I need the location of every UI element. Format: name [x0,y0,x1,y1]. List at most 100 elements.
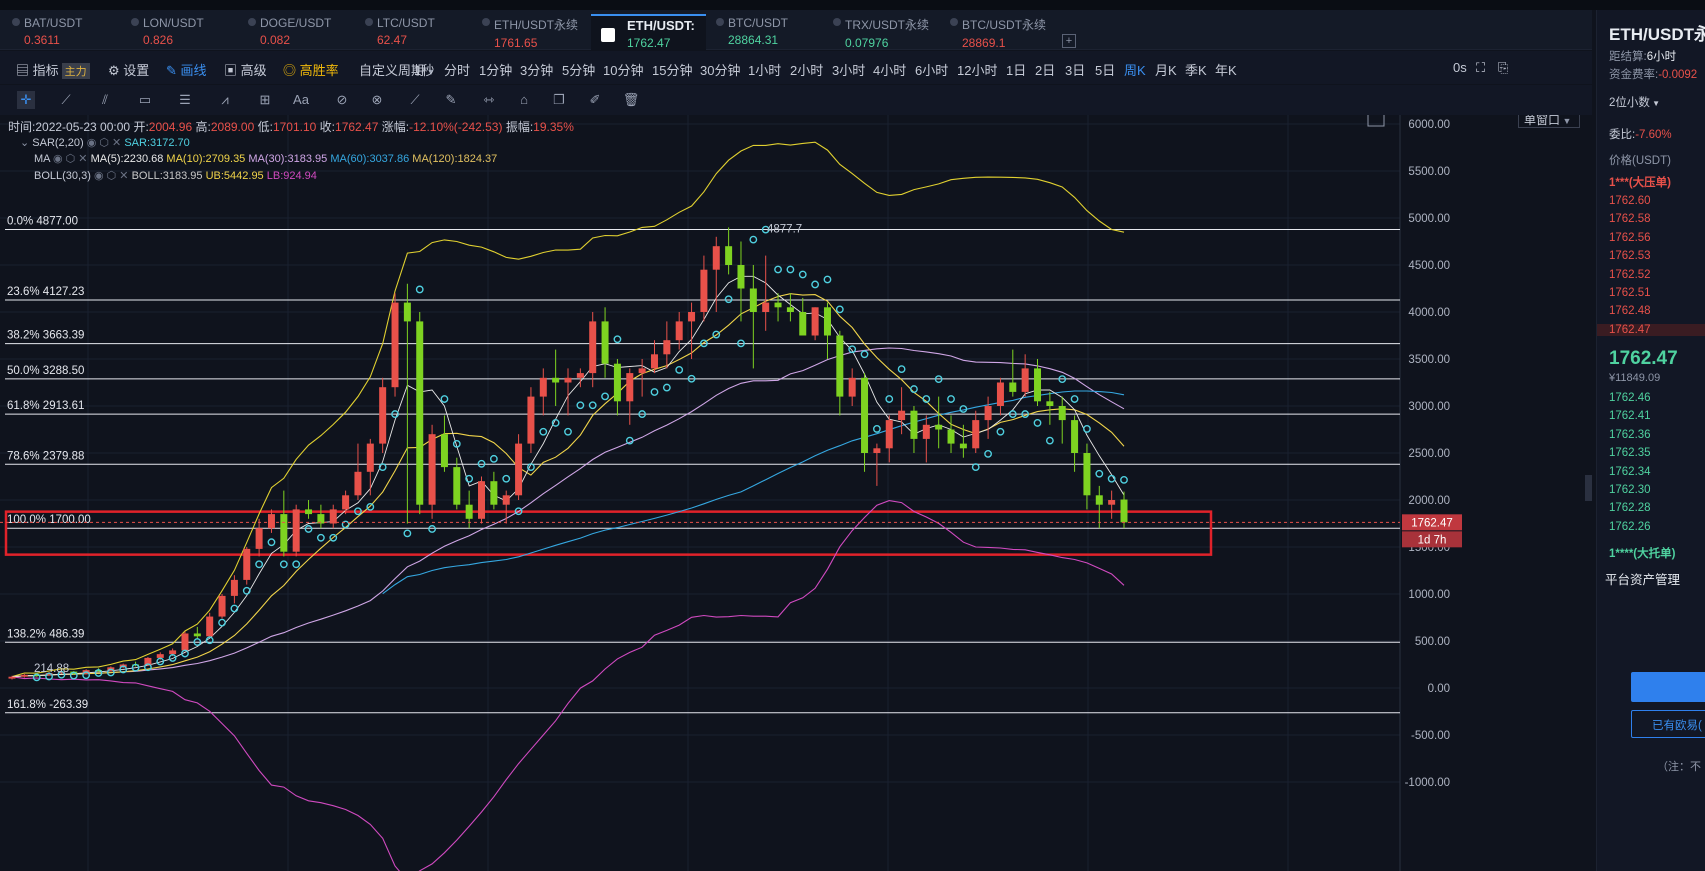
candlestick-chart[interactable]: 6000.00 5500.00 5000.00 4500.00 4000.00 3500.… [0,115,1592,871]
period-8[interactable]: 1小时 [748,63,782,78]
bid-row[interactable]: 1762.34 [1609,465,1651,478]
text-tool-icon[interactable]: Aa [293,92,309,107]
period-2[interactable]: 1分钟 [479,63,513,78]
period-5[interactable]: 10分钟 [603,63,644,78]
ask-row[interactable]: 1762.60 [1609,195,1651,207]
winrate-button[interactable]: ◎ 高胜率 [283,60,339,79]
crosshair-icon[interactable]: ✛ [17,91,35,109]
period-13[interactable]: 12小时 [957,63,998,78]
panel-collapse-handle[interactable] [1585,475,1592,501]
brush-icon[interactable]: ✎ [445,92,457,107]
add-tab-icon[interactable]: + [1062,34,1076,48]
trash-icon[interactable]: 🗑 [622,92,640,107]
period-11[interactable]: 4小时 [873,63,907,78]
bid-row[interactable]: 1762.36 [1609,428,1651,441]
decimals-dropdown[interactable]: 2位小数 ▼ [1609,94,1660,110]
custom-period-dropdown[interactable]: 自定义周期 ▼ [359,60,435,79]
eye-icon[interactable]: ◉ [93,170,104,182]
bid-row[interactable]: 1762.28 [1609,502,1651,515]
tab-btc[interactable]: • BTC/USDT 28864.31 [716,14,788,50]
settings-hex-icon[interactable]: ⬡ [96,137,109,149]
period-21[interactable]: 年K [1215,63,1237,78]
magnet-icon[interactable]: ⊘ [336,92,348,107]
period-16[interactable]: 3日 [1065,63,1086,78]
collapse-caret-icon[interactable]: ⌄ [20,137,33,149]
tab-trx-perp[interactable]: • TRX/USDT永续 0.07976 [833,14,929,50]
period-1[interactable]: 分时 [444,63,471,78]
existing-account-button[interactable]: 已有欧易( [1631,710,1705,738]
bid-row[interactable]: 1762.30 [1609,484,1651,496]
ruler-icon[interactable]: ⟋ [410,92,420,107]
sar-dot [477,459,486,468]
period-7[interactable]: 30分钟 [700,63,741,78]
gear-icon: ⚙ [108,63,124,78]
tab-bat[interactable]: • BAT/USDT 0.3611 [12,14,82,50]
bid-row[interactable]: 1762.46 [1609,392,1651,404]
period-19[interactable]: 月K [1155,63,1177,78]
period-3[interactable]: 3分钟 [520,63,554,78]
period-17[interactable]: 5日 [1095,63,1116,78]
eye-icon[interactable]: ◉ [52,153,63,165]
settings-hex-icon[interactable]: ⬡ [62,153,76,165]
advanced-button[interactable]: ▣ 高级 [224,60,267,79]
candle-body [1083,453,1091,496]
bid-row[interactable]: 1762.35 [1609,447,1651,460]
ask-row[interactable]: 1762.51 [1609,287,1651,299]
ask-row[interactable]: 1762.52 [1609,268,1651,281]
ask-row[interactable]: 1762.48 [1609,305,1651,318]
ask-row[interactable]: 1762.58 [1609,213,1651,226]
copy-icon[interactable]: ❐ [553,92,565,107]
pattern-icon[interactable]: ⩘ [221,92,229,107]
candle-body [725,246,733,265]
trendline-icon[interactable]: ⟋ [61,92,71,107]
tab-lon[interactable]: • LON/USDT 0.826 [131,14,204,50]
channel-icon[interactable]: ⫽ [102,92,108,107]
lock-drawings-icon[interactable]: ⊗ [371,92,383,107]
measure-icon[interactable]: ⊞ [259,92,271,107]
sar-dot [1083,425,1091,433]
rectangle-icon[interactable]: ▭ [138,92,152,107]
sar-dot [279,560,288,569]
settings-hex-icon[interactable]: ⬡ [103,170,117,182]
draw-button[interactable]: ✎ 画线 [166,60,207,79]
period-15[interactable]: 2日 [1035,63,1056,78]
period-10[interactable]: 3小时 [832,63,866,78]
period-14[interactable]: 1日 [1006,63,1027,78]
period-18[interactable]: 周K [1124,63,1146,78]
high-marker: 4877.7 [767,224,802,236]
primary-action-button[interactable] [1631,672,1705,702]
period-9[interactable]: 2小时 [790,63,824,78]
bid-row[interactable]: 1762.26 [1609,520,1651,533]
candle-body [638,368,646,374]
tab-doge[interactable]: • DOGE/USDT 0.082 [248,14,331,50]
ask-row[interactable]: 1762.56 [1609,231,1651,244]
sar-dot [428,525,436,533]
settings-button[interactable]: ⚙ 设置 [108,60,149,79]
close-icon[interactable]: ✕ [108,137,125,149]
chart-settings-icon [1367,115,1385,127]
ask-row[interactable]: 1762.47 [1597,323,1705,336]
edit-icon[interactable]: ✐ [589,92,601,107]
symbol-tabs: • BAT/USDT 0.3611 • LON/USDT 0.826 • DOGE/USD… [0,10,1592,50]
tab-ltc[interactable]: • LTC/USDT 62.47 [365,14,435,50]
period-6[interactable]: 15分钟 [652,63,693,78]
lock-icon[interactable]: ⌂ [520,92,528,107]
period-4[interactable]: 5分钟 [562,63,596,78]
tab-eth-spot[interactable]: • ETH/USDT: 1762.47 [591,14,706,50]
close-icon[interactable]: ✕ [116,170,132,182]
ask-row[interactable]: 1762.53 [1609,250,1651,263]
bid-row[interactable]: 1762.41 [1609,410,1651,423]
period-12[interactable]: 6小时 [915,63,949,78]
screenshot-icon[interactable]: ⎘ [1498,60,1509,75]
candle-body [379,387,387,444]
tab-eth-perp[interactable]: • ETH/USDT永续 1761.65 [482,14,578,50]
fullscreen-icon[interactable]: ⛶ [1476,60,1486,75]
period-0[interactable]: 1秒 [414,63,435,78]
period-20[interactable]: 季K [1185,63,1207,78]
indicators-button[interactable]: ▤ 指标 主力 [16,60,90,79]
close-icon[interactable]: ✕ [75,153,91,165]
fib-lines-icon[interactable]: ☰ [179,92,191,107]
tab-btc-perp[interactable]: • BTC/USDT永续 28869.1 [950,14,1046,50]
eye-icon[interactable]: ◉ [86,137,97,149]
compare-icon[interactable]: ⇿ [483,92,495,107]
